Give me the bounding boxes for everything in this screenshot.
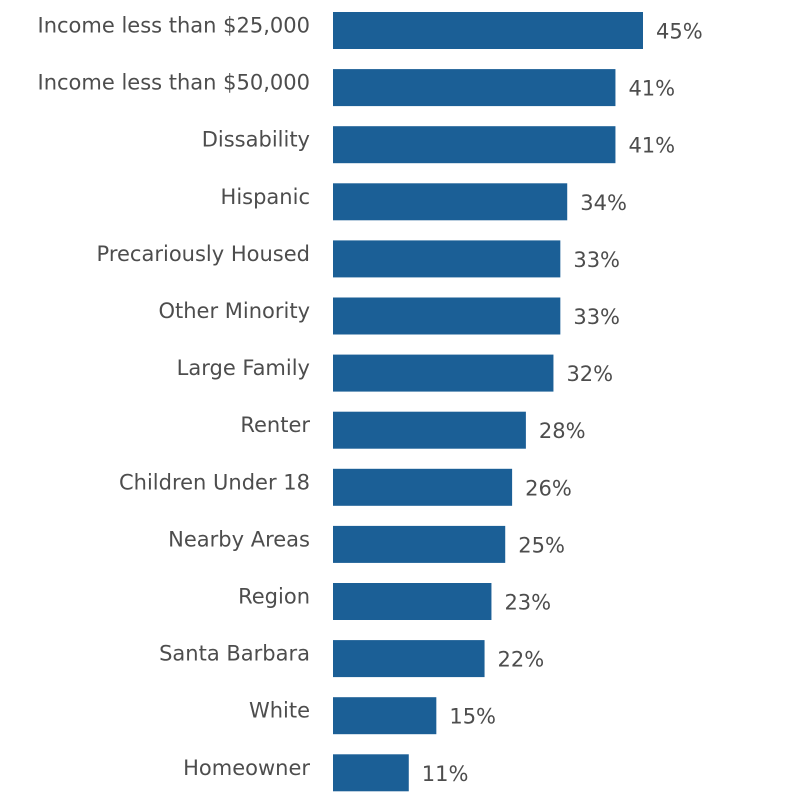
bar-1	[333, 69, 616, 107]
value-label-12: 15%	[449, 705, 496, 729]
bar-6	[333, 354, 554, 392]
value-label-5: 33%	[573, 305, 620, 329]
value-label-10: 23%	[504, 591, 551, 615]
value-label-6: 32%	[566, 362, 613, 386]
value-label-1: 41%	[628, 77, 675, 101]
category-labels: Income less than $25,000 Income less than…	[38, 14, 311, 780]
bar-7	[333, 411, 526, 449]
value-label-2: 41%	[628, 134, 675, 158]
bar-5	[333, 297, 561, 335]
category-label-8: Children Under 18	[119, 470, 310, 494]
value-label-0: 45%	[656, 20, 703, 44]
bar-8	[333, 468, 513, 506]
bar-0	[333, 12, 643, 49]
bar-3	[333, 183, 568, 221]
value-label-11: 22%	[498, 648, 545, 672]
value-label-7: 28%	[539, 419, 586, 443]
bar-2	[333, 126, 616, 164]
bar-11	[333, 640, 485, 678]
category-label-1: Income less than $50,000	[38, 71, 311, 95]
category-label-0: Income less than $25,000	[38, 14, 311, 38]
category-label-10: Region	[238, 585, 310, 609]
category-label-3: Hispanic	[221, 185, 310, 209]
bar-12	[333, 697, 437, 735]
category-label-9: Nearby Areas	[168, 527, 310, 551]
bars	[333, 12, 643, 792]
category-label-2: Dissability	[202, 128, 310, 152]
value-label-4: 33%	[573, 248, 620, 272]
bar-9	[333, 525, 506, 563]
bar-4	[333, 240, 561, 278]
bar-13	[333, 754, 409, 792]
value-label-13: 11%	[422, 762, 469, 786]
category-label-13: Homeowner	[183, 756, 310, 780]
category-label-7: Renter	[240, 413, 310, 437]
value-label-9: 25%	[518, 533, 565, 557]
category-label-6: Large Family	[177, 356, 310, 380]
value-label-8: 26%	[525, 476, 572, 500]
bar-10	[333, 583, 492, 620]
category-label-11: Santa Barbara	[159, 642, 310, 666]
value-labels: 45% 41% 41% 34% 33% 33% 32% 28% 26% 25% 23% 22% 15% 1…	[422, 20, 703, 786]
value-label-3: 34%	[580, 191, 627, 215]
category-label-4: Precariously Housed	[97, 242, 310, 266]
category-label-12: White	[249, 699, 310, 723]
category-label-5: Other Minority	[158, 299, 310, 323]
